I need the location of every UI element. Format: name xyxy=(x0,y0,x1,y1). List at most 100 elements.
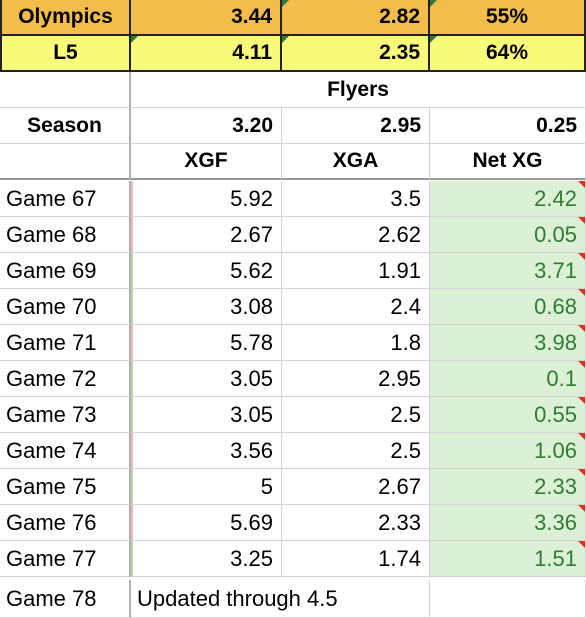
game-xgf: 3.56 xyxy=(230,437,273,463)
game-net-cell[interactable]: 3.98 xyxy=(430,325,586,361)
game-net: 3.71 xyxy=(534,257,577,283)
game-net: 3.98 xyxy=(534,329,577,355)
olympics-xgf: 3.44 xyxy=(231,5,272,28)
last-row-blank-cell[interactable] xyxy=(430,580,586,618)
game-net-cell[interactable]: 0.1 xyxy=(430,361,586,397)
game-label-cell[interactable]: Game 70 xyxy=(0,289,131,325)
game-label-cell[interactable]: Game 72 xyxy=(0,361,131,397)
game-net-cell[interactable]: 2.42 xyxy=(430,181,586,217)
game-xgf: 5.69 xyxy=(230,509,273,535)
game-net-cell[interactable]: 1.51 xyxy=(430,541,586,577)
table-row: Game 69 5.62 1.91 3.71 xyxy=(0,253,586,289)
game-xga-cell[interactable]: 1.91 xyxy=(282,253,430,289)
game-xga: 2.62 xyxy=(378,221,421,247)
game-xgf-cell[interactable]: 3.05 xyxy=(131,397,282,433)
game-label-cell[interactable]: Game 68 xyxy=(0,217,131,253)
table-row: Game 75 5 2.67 2.33 xyxy=(0,469,586,505)
game-xgf-cell[interactable]: 3.25 xyxy=(131,541,282,577)
game-net-cell[interactable]: 3.36 xyxy=(430,505,586,541)
header-xga-cell[interactable]: XGA xyxy=(282,144,430,180)
game-xgf-cell[interactable]: 5.78 xyxy=(131,325,282,361)
game-xgf-cell[interactable]: 5 xyxy=(131,469,282,505)
game-net-cell[interactable]: 0.05 xyxy=(430,217,586,253)
game-xga-cell[interactable]: 2.5 xyxy=(282,433,430,469)
game-net-cell[interactable]: 1.06 xyxy=(430,433,586,469)
game-label: Game 72 xyxy=(6,365,97,391)
last-row-label-cell[interactable]: Game 78 xyxy=(0,580,131,618)
game-xgf-cell[interactable]: 3.08 xyxy=(131,289,282,325)
game-label: Game 71 xyxy=(6,329,97,355)
team-name: Flyers xyxy=(327,77,389,101)
game-label-cell[interactable]: Game 77 xyxy=(0,541,131,577)
last-row-note-cell[interactable]: Updated through 4.5 xyxy=(131,580,430,618)
last-row: Game 78 Updated through 4.5 xyxy=(0,580,586,618)
header-xgf-cell[interactable]: XGF xyxy=(131,144,282,180)
game-xga: 2.4 xyxy=(390,293,421,319)
season-xgf-cell[interactable]: 3.20 xyxy=(131,108,282,144)
game-label-cell[interactable]: Game 71 xyxy=(0,325,131,361)
game-xga-cell[interactable]: 2.62 xyxy=(282,217,430,253)
season-xga-cell[interactable]: 2.95 xyxy=(282,108,430,144)
l5-xga-cell[interactable]: 2.35 xyxy=(282,36,430,72)
olympics-xgf-cell[interactable]: 3.44 xyxy=(131,0,282,36)
header-xga: XGA xyxy=(332,149,379,172)
game-xgf-cell[interactable]: 3.56 xyxy=(131,433,282,469)
game-xgf: 5.92 xyxy=(230,185,273,211)
olympics-pct-cell[interactable]: 55% xyxy=(430,0,586,36)
header-net-cell[interactable]: Net XG xyxy=(430,144,586,180)
game-xgf-cell[interactable]: 5.62 xyxy=(131,253,282,289)
team-row-blank-cell[interactable] xyxy=(0,72,131,108)
olympics-label-cell[interactable]: Olympics xyxy=(0,0,131,36)
olympics-xga-cell[interactable]: 2.82 xyxy=(282,0,430,36)
game-label-cell[interactable]: Game 73 xyxy=(0,397,131,433)
game-xgf-cell[interactable]: 2.67 xyxy=(131,217,282,253)
game-xgf: 5 xyxy=(260,473,273,499)
game-label-cell[interactable]: Game 76 xyxy=(0,505,131,541)
olympics-xga: 2.82 xyxy=(379,5,420,28)
game-xgf: 2.67 xyxy=(230,221,273,247)
game-label: Game 69 xyxy=(6,257,97,283)
game-label-cell[interactable]: Game 67 xyxy=(0,181,131,217)
game-net-cell[interactable]: 0.68 xyxy=(430,289,586,325)
game-xga-cell[interactable]: 3.5 xyxy=(282,181,430,217)
game-label: Game 76 xyxy=(6,509,97,535)
team-row: Flyers xyxy=(0,72,586,108)
season-label-cell[interactable]: Season xyxy=(0,108,131,144)
l5-xgf-cell[interactable]: 4.11 xyxy=(131,36,282,72)
last-row-note: Updated through 4.5 xyxy=(137,585,338,611)
team-name-cell[interactable]: Flyers xyxy=(131,72,586,108)
header-blank-cell[interactable] xyxy=(0,144,131,180)
game-xga: 2.5 xyxy=(390,401,421,427)
game-net-cell[interactable]: 0.55 xyxy=(430,397,586,433)
game-net: 0.05 xyxy=(534,221,577,247)
table-row: Game 76 5.69 2.33 3.36 xyxy=(0,505,586,541)
last-row-label: Game 78 xyxy=(6,585,97,611)
game-xga-cell[interactable]: 1.74 xyxy=(282,541,430,577)
game-xgf: 3.08 xyxy=(230,293,273,319)
game-label-cell[interactable]: Game 74 xyxy=(0,433,131,469)
game-xga-cell[interactable]: 2.67 xyxy=(282,469,430,505)
season-net-cell[interactable]: 0.25 xyxy=(430,108,586,144)
game-xgf: 3.05 xyxy=(230,365,273,391)
game-xga-cell[interactable]: 1.8 xyxy=(282,325,430,361)
game-xgf-cell[interactable]: 3.05 xyxy=(131,361,282,397)
column-header-row: XGF XGA Net XG xyxy=(0,144,586,180)
game-xga-cell[interactable]: 2.5 xyxy=(282,397,430,433)
game-net-cell[interactable]: 2.33 xyxy=(430,469,586,505)
l5-pct-cell[interactable]: 64% xyxy=(430,36,586,72)
game-label: Game 68 xyxy=(6,221,97,247)
olympics-pct: 55% xyxy=(485,5,529,28)
l5-label-cell[interactable]: L5 xyxy=(0,36,131,72)
game-label: Game 75 xyxy=(6,473,97,499)
game-net-cell[interactable]: 3.71 xyxy=(430,253,586,289)
game-net: 2.33 xyxy=(534,473,577,499)
game-xga-cell[interactable]: 2.4 xyxy=(282,289,430,325)
game-xga: 2.33 xyxy=(378,509,421,535)
game-xgf: 3.25 xyxy=(230,545,273,571)
game-xga-cell[interactable]: 2.95 xyxy=(282,361,430,397)
game-xga-cell[interactable]: 2.33 xyxy=(282,505,430,541)
game-xgf-cell[interactable]: 5.69 xyxy=(131,505,282,541)
game-label-cell[interactable]: Game 75 xyxy=(0,469,131,505)
game-xgf-cell[interactable]: 5.92 xyxy=(131,181,282,217)
game-label-cell[interactable]: Game 69 xyxy=(0,253,131,289)
